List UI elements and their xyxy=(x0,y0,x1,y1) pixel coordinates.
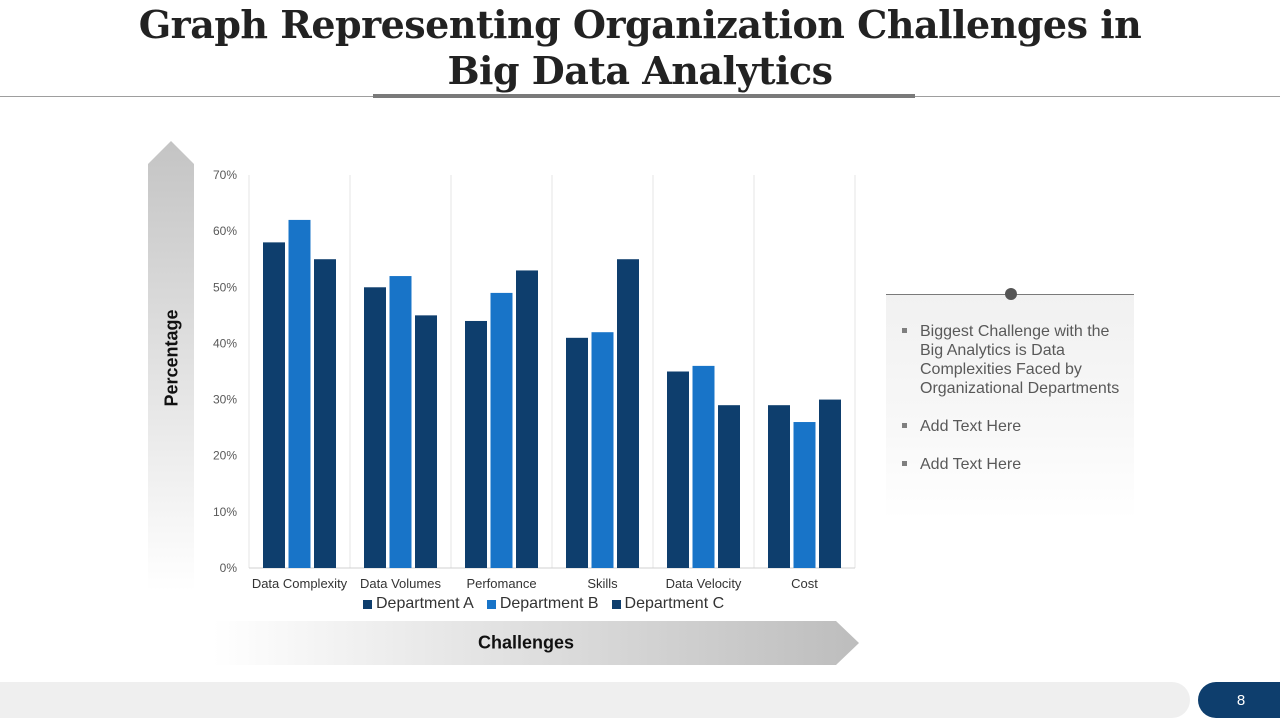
note-text: Add Text Here xyxy=(920,418,1022,435)
bar xyxy=(692,365,715,568)
bar xyxy=(314,259,336,568)
legend-item-department-b: Department B xyxy=(486,595,599,613)
bar xyxy=(389,276,412,568)
legend-item-department-a: Department A xyxy=(363,595,474,613)
bullet-icon xyxy=(902,423,907,428)
bar xyxy=(566,337,588,568)
bar xyxy=(364,287,386,568)
title-line-1: Graph Representing Organization Challeng… xyxy=(138,2,1142,47)
bullet-icon xyxy=(902,461,907,466)
y-tick-label: 20% xyxy=(213,449,237,463)
title-line-2: Big Data Analytics xyxy=(447,48,833,93)
page-number: 8 xyxy=(1236,691,1246,709)
bar xyxy=(718,405,740,568)
y-tick-label: 10% xyxy=(213,505,237,519)
footer-bar xyxy=(0,682,1190,718)
legend-label-department-c: Department C xyxy=(624,595,725,612)
bar xyxy=(768,405,790,568)
legend-label-department-a: Department A xyxy=(376,595,474,612)
y-tick-label: 30% xyxy=(213,393,237,407)
bar xyxy=(617,259,639,568)
bar xyxy=(819,399,841,568)
notes-list: Biggest Challenge with the Big Analytics… xyxy=(902,322,1122,493)
note-text: Biggest Challenge with the Big Analytics… xyxy=(920,323,1120,397)
x-axis-arrow xyxy=(213,621,859,665)
bar xyxy=(465,320,487,568)
bar xyxy=(793,422,816,568)
x-tick-label: Perfomance xyxy=(466,576,536,591)
notes-dot xyxy=(1005,288,1017,300)
x-axis-label: Challenges xyxy=(477,632,575,653)
x-tick-label: Data Volumes xyxy=(360,576,441,591)
y-tick-label: 0% xyxy=(220,561,238,575)
chart-legend: Department A Department B Department C xyxy=(363,594,737,614)
y-axis-arrow xyxy=(148,141,194,591)
bar xyxy=(667,371,689,568)
bar xyxy=(516,270,538,568)
legend-swatch-department-c xyxy=(611,599,621,609)
legend-label-department-b: Department B xyxy=(499,595,599,612)
note-item: Add Text Here xyxy=(902,417,1122,436)
legend-swatch-department-b xyxy=(486,599,496,609)
note-item: Biggest Challenge with the Big Analytics… xyxy=(902,322,1122,398)
bar xyxy=(263,242,285,568)
y-tick-label: 40% xyxy=(213,336,237,350)
slide-title: Graph Representing Organization Challeng… xyxy=(0,2,1280,94)
notes-panel xyxy=(886,294,1134,520)
x-tick-label: Skills xyxy=(587,576,618,591)
bar xyxy=(591,332,614,568)
x-tick-label: Cost xyxy=(791,576,818,591)
y-tick-label: 70% xyxy=(213,168,237,182)
bar xyxy=(288,219,311,568)
legend-swatch-department-a xyxy=(363,599,372,609)
note-item: Add Text Here xyxy=(902,455,1122,474)
page-number-badge: 8 xyxy=(1198,682,1280,718)
y-tick-label: 50% xyxy=(213,280,237,294)
bar xyxy=(415,315,437,568)
bullet-icon xyxy=(902,328,907,333)
note-text: Add Text Here xyxy=(920,456,1022,473)
x-tick-label: Data Velocity xyxy=(666,576,742,591)
y-tick-label: 60% xyxy=(213,224,237,238)
title-underline xyxy=(373,94,915,98)
legend-item-department-c: Department C xyxy=(611,595,725,613)
bar xyxy=(490,292,513,568)
x-tick-label: Data Complexity xyxy=(252,576,348,591)
